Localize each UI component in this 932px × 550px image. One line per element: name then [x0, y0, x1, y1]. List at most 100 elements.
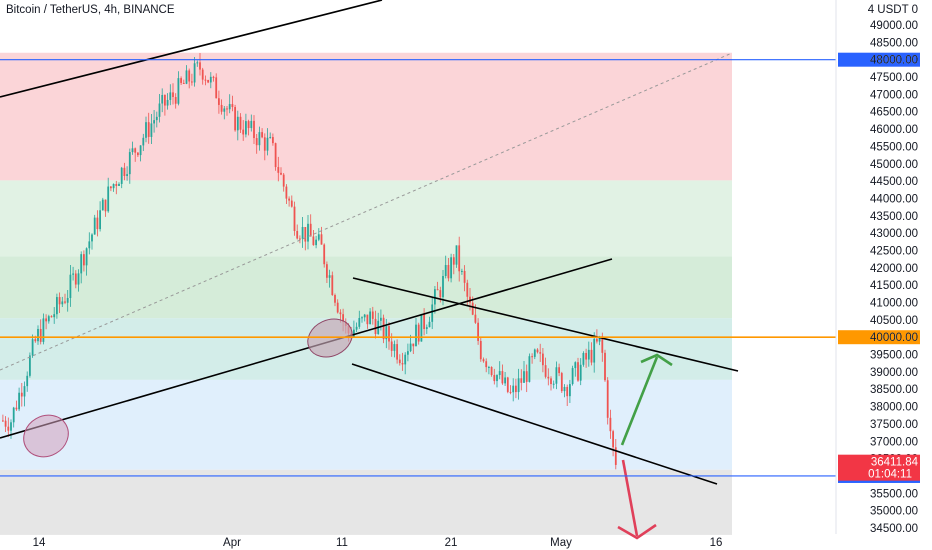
price-axis[interactable]: 34500.0035000.0035500.0036000.0036500.00…: [870, 20, 918, 535]
candle-body: [431, 304, 434, 322]
time-tick-label: 11: [336, 537, 348, 549]
candle-body: [161, 95, 164, 104]
candle-body: [185, 70, 188, 84]
candle-body: [531, 356, 533, 358]
candle-body: [358, 317, 361, 327]
rising-trendline[interactable]: [0, 258, 613, 439]
candle-body: [269, 137, 272, 139]
candle-body: [180, 78, 182, 83]
candle-body: [425, 327, 428, 329]
red-arrow-head[interactable]: [617, 523, 657, 540]
green-arrow-shaft[interactable]: [620, 356, 659, 446]
candle-body: [353, 329, 355, 337]
candle-body: [587, 349, 590, 360]
candle-body: [550, 378, 552, 385]
candle-body: [552, 383, 555, 385]
candle-body: [110, 186, 112, 189]
candle-body: [504, 377, 506, 384]
candle-body: [274, 143, 277, 168]
candle-body: [20, 392, 23, 397]
candle-body: [612, 431, 614, 448]
candle-body: [366, 314, 369, 325]
candle-body: [590, 349, 593, 363]
candle-body: [493, 375, 496, 382]
candle-body: [126, 174, 128, 176]
candle-body: [336, 302, 339, 313]
time-axis[interactable]: 14 Apr 11 21 May 16: [33, 537, 723, 549]
candle-body: [145, 122, 147, 138]
candle-body: [571, 368, 574, 385]
price-tick-label: 43500.00: [870, 211, 918, 223]
candle-body: [390, 341, 393, 351]
price-tick-label: 44000.00: [870, 193, 918, 205]
candle-body: [326, 264, 328, 278]
candle-body: [334, 295, 336, 303]
last-price-tag-bg: [838, 454, 920, 481]
time-tick-label: 16: [710, 537, 723, 549]
candle-body: [199, 62, 201, 70]
candle-body: [104, 199, 107, 212]
candle-body: [439, 290, 442, 298]
candle-body: [296, 230, 299, 239]
descending-channel-top[interactable]: [352, 277, 739, 372]
candle-body: [450, 257, 452, 279]
candle-body: [263, 137, 266, 151]
candle-body: [188, 70, 191, 82]
candle-body: [304, 227, 307, 242]
candle-body: [374, 318, 377, 334]
candle-body: [258, 132, 261, 146]
candle-body: [442, 276, 444, 298]
candle-body: [80, 254, 83, 274]
red-arrow-shaft[interactable]: [621, 459, 639, 537]
price-level-tag: [838, 330, 920, 345]
candle-body: [212, 76, 215, 78]
candle-body: [312, 236, 315, 246]
candle-body: [574, 362, 577, 369]
candle-body: [191, 81, 193, 83]
candle-body: [355, 326, 358, 330]
highlight-ellipse-left[interactable]: [16, 407, 76, 465]
candle-body: [501, 371, 504, 384]
candle-body: [401, 363, 404, 365]
candle-body: [56, 297, 58, 315]
candle-body: [196, 62, 199, 64]
candle-body: [77, 273, 80, 285]
candle-body: [209, 76, 212, 83]
candle-body: [436, 289, 439, 291]
descending-channel-bottom[interactable]: [351, 363, 718, 485]
candle-body: [158, 103, 161, 117]
trendline-drawings[interactable]: [0, 0, 739, 540]
price-tick-label: 48000.00: [870, 55, 918, 67]
candle-body: [215, 77, 218, 99]
candle-body: [369, 311, 371, 325]
upper-channel-line[interactable]: [0, 0, 383, 98]
candle-body: [69, 274, 72, 298]
candle-body: [539, 352, 542, 354]
price-tick-label: 48500.00: [870, 37, 918, 49]
green-arrow-head[interactable]: [640, 353, 673, 367]
candle-body: [37, 328, 39, 342]
candle-body: [536, 349, 539, 353]
candle-body: [444, 264, 447, 277]
candle-body: [242, 129, 245, 135]
currency-label[interactable]: 4 USDT 0: [868, 4, 918, 16]
candle-body: [474, 314, 477, 323]
candle-body: [299, 238, 301, 240]
candle-body: [488, 366, 490, 368]
candle-body: [555, 367, 558, 384]
candle-body: [31, 339, 34, 356]
candle-body: [466, 282, 469, 297]
candle-body: [12, 407, 15, 423]
price-level-tag-label: 40000.00: [870, 332, 918, 344]
candle-body: [301, 227, 304, 239]
time-tick-label: Apr: [223, 537, 241, 549]
price-tick-label: 47500.00: [870, 72, 918, 84]
dashed-trendline[interactable]: [0, 52, 733, 371]
candle-body: [112, 184, 115, 189]
candle-body: [58, 297, 61, 305]
candle-body: [371, 311, 374, 319]
candle-body: [544, 365, 547, 377]
candle-body: [485, 361, 488, 368]
